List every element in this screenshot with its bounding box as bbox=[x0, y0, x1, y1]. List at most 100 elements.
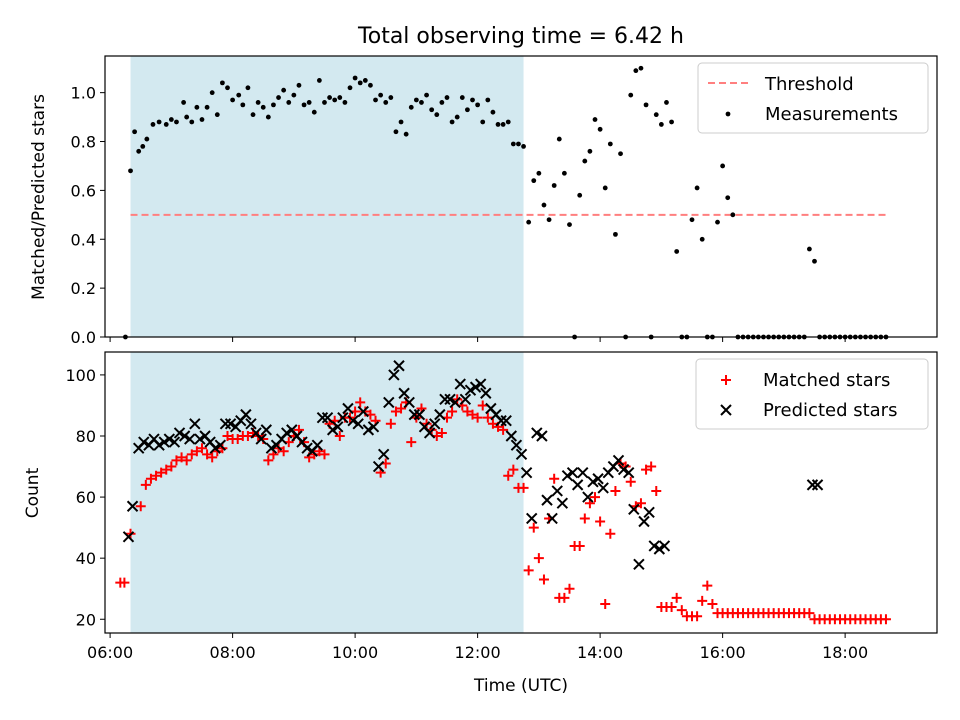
predicted-star-point bbox=[449, 396, 461, 409]
measurement-point bbox=[587, 148, 593, 154]
matched-star-point bbox=[559, 592, 570, 603]
matched-star-point bbox=[334, 430, 345, 441]
matched-star-point bbox=[196, 443, 207, 454]
measurement-point bbox=[500, 122, 506, 127]
predicted-star-point bbox=[526, 512, 538, 525]
predicted-star-point bbox=[357, 405, 369, 418]
matched-star-point bbox=[176, 452, 187, 463]
predicted-star-point bbox=[505, 430, 518, 442]
measurement-point bbox=[163, 122, 169, 127]
measurement-point bbox=[240, 102, 246, 108]
measurement-point bbox=[561, 170, 567, 176]
matched-star-point bbox=[651, 485, 662, 496]
matched-star-point bbox=[549, 473, 560, 484]
predicted-star-point bbox=[612, 454, 625, 467]
predicted-star-point bbox=[423, 427, 436, 439]
predicted-star-point bbox=[546, 512, 558, 525]
matched-star-point bbox=[880, 614, 891, 625]
matched-star-point bbox=[390, 406, 401, 417]
predicted-star-point bbox=[480, 387, 492, 399]
predicted-star-point bbox=[372, 460, 385, 473]
predicted-star-point bbox=[398, 387, 410, 399]
predicted-star-point bbox=[383, 396, 395, 409]
matched-star-point bbox=[385, 418, 396, 429]
measurement-point bbox=[189, 119, 195, 125]
matched-star-point bbox=[482, 412, 493, 423]
predicted-star-point bbox=[536, 430, 548, 442]
top-y-tick-label: 0.6 bbox=[71, 181, 96, 200]
measurement-point bbox=[694, 185, 700, 191]
matched-star-point bbox=[355, 397, 366, 408]
predicted-star-point bbox=[311, 439, 324, 451]
measurement-point bbox=[470, 97, 475, 103]
predicted-star-point bbox=[587, 476, 599, 488]
measurement-point bbox=[577, 192, 583, 198]
predicted-star-point bbox=[556, 497, 569, 509]
measurement-point bbox=[495, 122, 501, 127]
measurement-point bbox=[664, 100, 669, 105]
legend-matched-label: Matched stars bbox=[763, 370, 890, 391]
matched-star-point bbox=[528, 522, 539, 533]
matched-star-point bbox=[319, 449, 330, 460]
predicted-star-point bbox=[541, 494, 553, 506]
predicted-star-point bbox=[561, 469, 574, 482]
measurement-point bbox=[311, 109, 317, 115]
predicted-star-point bbox=[520, 466, 533, 479]
measurement-point bbox=[393, 129, 399, 135]
measurement-point bbox=[653, 112, 659, 118]
measurement-point bbox=[265, 114, 271, 120]
measurement-point bbox=[419, 100, 424, 105]
measurement-point bbox=[184, 114, 190, 120]
measurement-point bbox=[383, 100, 389, 105]
predicted-star-point bbox=[326, 424, 339, 436]
measurement-point bbox=[459, 95, 465, 100]
measurement-point bbox=[434, 112, 440, 118]
measurement-point bbox=[429, 107, 435, 113]
measurement-point bbox=[449, 119, 455, 125]
matched-star-point bbox=[692, 611, 703, 622]
measurement-point bbox=[174, 119, 179, 125]
bottom-y-tick-label: 80 bbox=[76, 427, 96, 446]
matched-star-point bbox=[487, 418, 498, 429]
matched-star-point bbox=[600, 598, 611, 609]
bottom-y-axis-label: Count bbox=[23, 467, 43, 518]
measurement-point bbox=[465, 107, 470, 113]
predicted-star-point bbox=[638, 515, 650, 528]
measurement-point bbox=[510, 141, 516, 147]
matched-star-point bbox=[702, 580, 713, 591]
measurement-point bbox=[454, 114, 460, 120]
predicted-star-point bbox=[219, 418, 232, 430]
measurement-point bbox=[128, 168, 133, 174]
measurement-point bbox=[276, 95, 281, 100]
measurement-point bbox=[424, 92, 429, 98]
predicted-star-point bbox=[153, 439, 165, 451]
predicted-star-point bbox=[316, 411, 329, 424]
predicted-star-point bbox=[582, 491, 594, 503]
measurement-point bbox=[643, 102, 649, 108]
measurement-point bbox=[225, 85, 230, 91]
measurement-point bbox=[398, 119, 404, 125]
matched-star-point bbox=[171, 455, 182, 466]
measurement-point bbox=[327, 95, 332, 100]
predicted-star-point bbox=[408, 408, 421, 421]
matched-star-point bbox=[396, 403, 407, 414]
top-axes-frame bbox=[104, 55, 938, 338]
matched-star-point bbox=[232, 434, 243, 445]
predicted-star-point bbox=[566, 466, 579, 479]
top-y-tick-label: 1.0 bbox=[71, 84, 96, 103]
measurement-point bbox=[531, 178, 537, 184]
matched-star-point bbox=[156, 467, 167, 478]
predicted-star-point bbox=[454, 378, 466, 390]
predicted-star-point bbox=[643, 506, 655, 519]
measurement-point bbox=[357, 80, 363, 86]
measurement-point bbox=[230, 97, 236, 103]
predicted-star-point bbox=[633, 558, 645, 570]
predicted-star-point bbox=[209, 442, 221, 454]
measurement-point bbox=[136, 148, 142, 154]
measurement-point bbox=[806, 246, 812, 252]
predicted-star-point bbox=[245, 418, 257, 430]
top-y-tick-label: 0.4 bbox=[71, 230, 96, 249]
legend-matched-swatch bbox=[721, 375, 731, 385]
measurement-point bbox=[301, 102, 307, 108]
bottom-y-tick-label: 100 bbox=[65, 366, 96, 385]
